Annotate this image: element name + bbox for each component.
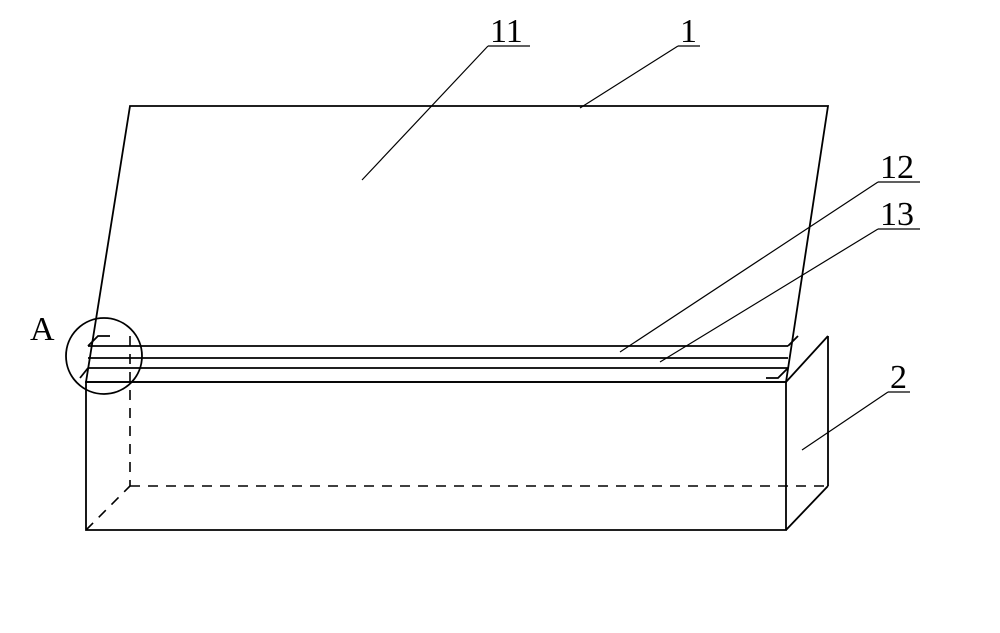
label-l12: 12	[880, 149, 914, 186]
hidden-front-left-diagonal	[86, 486, 130, 530]
leader-l11	[362, 46, 488, 180]
leader-l13	[660, 229, 878, 362]
label-lA: A	[30, 311, 55, 348]
base-front-face	[86, 382, 786, 530]
label-l11: 11	[490, 13, 523, 50]
label-l13: 13	[880, 196, 914, 233]
top-panel	[86, 106, 828, 382]
leader-l2	[802, 392, 888, 450]
base-right-bottom-edge	[786, 486, 828, 530]
slot-lower-right-step	[766, 368, 788, 378]
diagram-canvas: 11112132A	[0, 0, 1000, 633]
label-l1: 1	[680, 13, 697, 50]
leader-l12	[620, 182, 878, 352]
leader-l1	[580, 46, 678, 108]
label-l2: 2	[890, 359, 907, 396]
